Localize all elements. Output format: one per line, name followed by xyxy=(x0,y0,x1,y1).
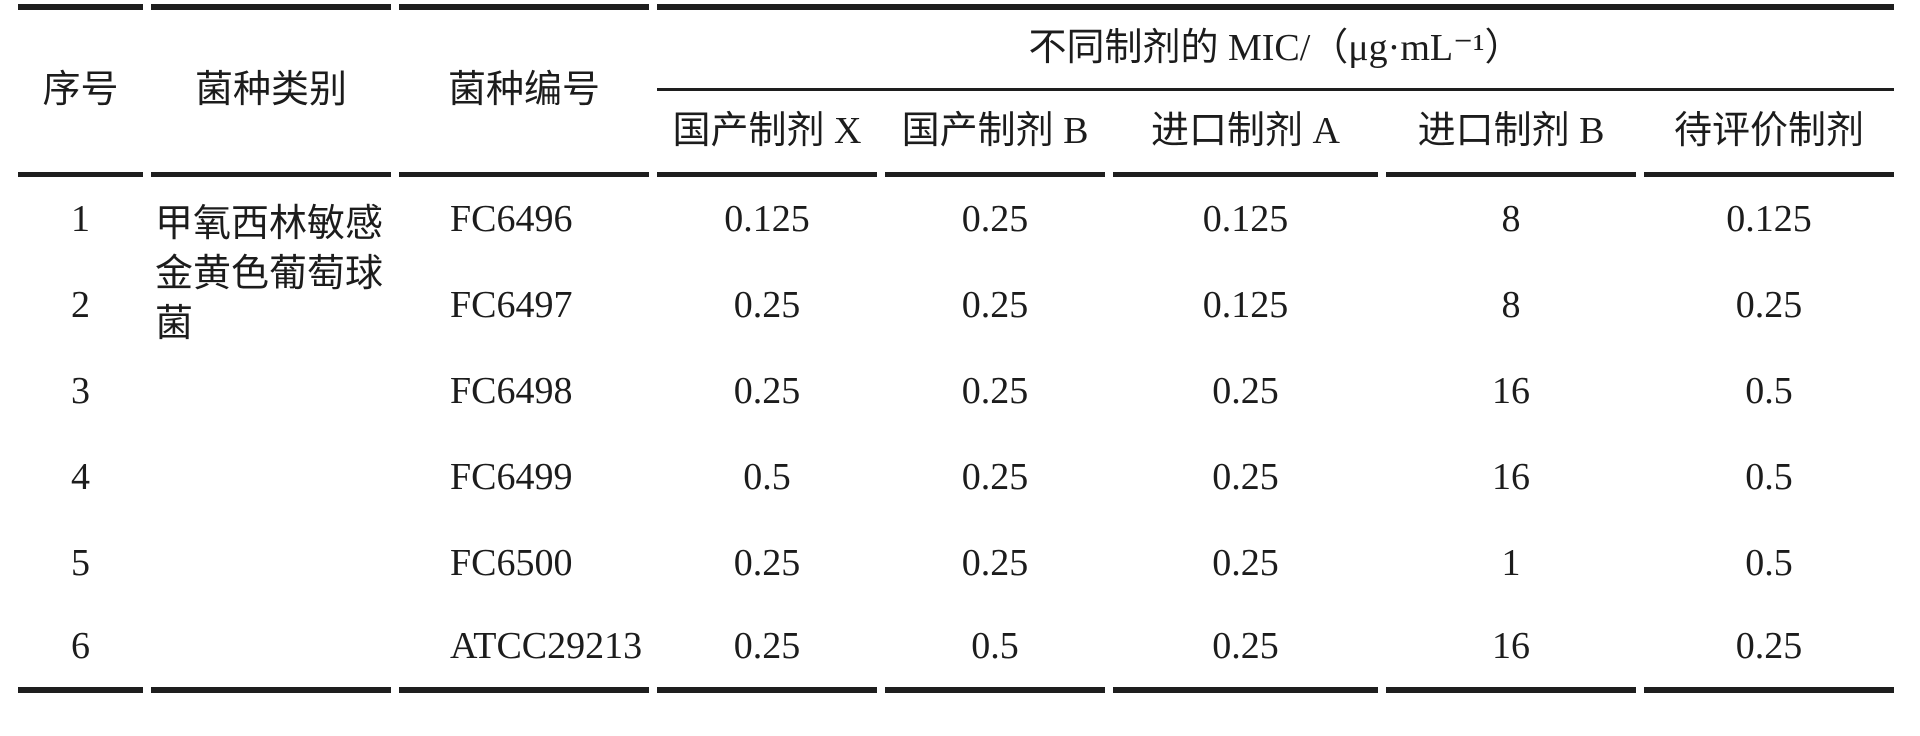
strain-id: FC6500 xyxy=(450,542,573,585)
mic-value: 0.25 xyxy=(657,607,877,693)
mic-value: 0.25 xyxy=(961,370,1029,413)
mic-value: 0.25 xyxy=(1212,456,1279,499)
table-row: 5 FC6500 0.25 0.25 0.25 1 0.5 xyxy=(18,521,1894,607)
table-row: 3 FC6498 0.25 0.25 0.25 16 0.5 xyxy=(18,349,1894,435)
mic-value: 0.25 xyxy=(1212,542,1279,585)
mic-value: 0.5 xyxy=(1745,542,1793,585)
serial-no: 6 xyxy=(18,607,143,693)
strain-id: ATCC29213 xyxy=(399,607,649,693)
mic-value: 0.5 xyxy=(1745,370,1793,413)
mic-value: 0.25 xyxy=(961,542,1029,585)
mic-value: 0.25 xyxy=(733,284,801,327)
serial-no: 2 xyxy=(71,284,90,327)
mic-value: 0.25 xyxy=(1212,370,1279,413)
mic-value: 0.25 xyxy=(961,456,1029,499)
mic-value: 0.5 xyxy=(1745,456,1793,499)
header-imported-a: 进口制剂 A xyxy=(1113,91,1378,177)
header-domestic-b: 国产制剂 B xyxy=(885,91,1105,177)
mic-value: 0.25 xyxy=(961,284,1029,327)
strain-category-cell: 甲氧西林敏感金黄色葡萄球菌 xyxy=(151,177,391,693)
table-row: 6 ATCC29213 0.25 0.5 0.25 16 0.25 xyxy=(18,607,1894,693)
mic-value: 0.125 xyxy=(1202,198,1289,241)
serial-no: 3 xyxy=(71,370,90,413)
header-serial-no: 序号 xyxy=(18,4,143,177)
table-row: 4 FC6499 0.5 0.25 0.25 16 0.5 xyxy=(18,435,1894,521)
header-mic-group: 不同制剂的 MIC/（μg·mL⁻¹） xyxy=(657,4,1894,91)
mic-value: 16 xyxy=(1492,456,1530,499)
strain-id: FC6498 xyxy=(450,370,573,413)
strain-id: FC6499 xyxy=(450,456,573,499)
mic-value: 0.125 xyxy=(1726,198,1812,241)
table-row: 2 FC6497 0.25 0.25 0.125 8 0.25 xyxy=(18,263,1894,349)
mic-value: 0.25 xyxy=(733,542,801,585)
mic-value: 0.25 xyxy=(1113,607,1378,693)
header-candidate: 待评价制剂 xyxy=(1644,91,1894,177)
mic-value: 16 xyxy=(1492,370,1530,413)
mic-value: 0.125 xyxy=(1202,284,1289,327)
mic-value: 0.25 xyxy=(1644,607,1894,693)
table-row: 1 甲氧西林敏感金黄色葡萄球菌 FC6496 0.125 0.25 0.125 … xyxy=(18,177,1894,693)
header-strain-id: 菌种编号 xyxy=(399,4,649,177)
serial-no: 5 xyxy=(71,542,90,585)
mic-value: 8 xyxy=(1501,198,1521,241)
header-imported-b: 进口制剂 B xyxy=(1386,91,1636,177)
serial-no: 4 xyxy=(71,456,90,499)
mic-value: 8 xyxy=(1501,284,1521,327)
strain-id: FC6496 xyxy=(450,198,573,241)
mic-value: 0.25 xyxy=(733,370,801,413)
mic-value: 1 xyxy=(1501,542,1521,585)
mic-value: 0.5 xyxy=(885,607,1105,693)
mic-value: 0.5 xyxy=(743,456,791,499)
mic-value: 0.125 xyxy=(724,198,810,241)
mic-results-table: 序号 菌种类别 菌种编号 不同制剂的 MIC/（μg·mL⁻¹） 国产制剂 X … xyxy=(10,4,1902,693)
serial-no: 1 xyxy=(71,198,90,241)
header-domestic-x: 国产制剂 X xyxy=(657,91,877,177)
strain-id: FC6497 xyxy=(450,284,573,327)
header-strain-category: 菌种类别 xyxy=(151,4,391,177)
mic-value: 16 xyxy=(1386,607,1636,693)
mic-value: 0.25 xyxy=(1735,284,1803,327)
mic-value: 0.25 xyxy=(961,198,1029,241)
